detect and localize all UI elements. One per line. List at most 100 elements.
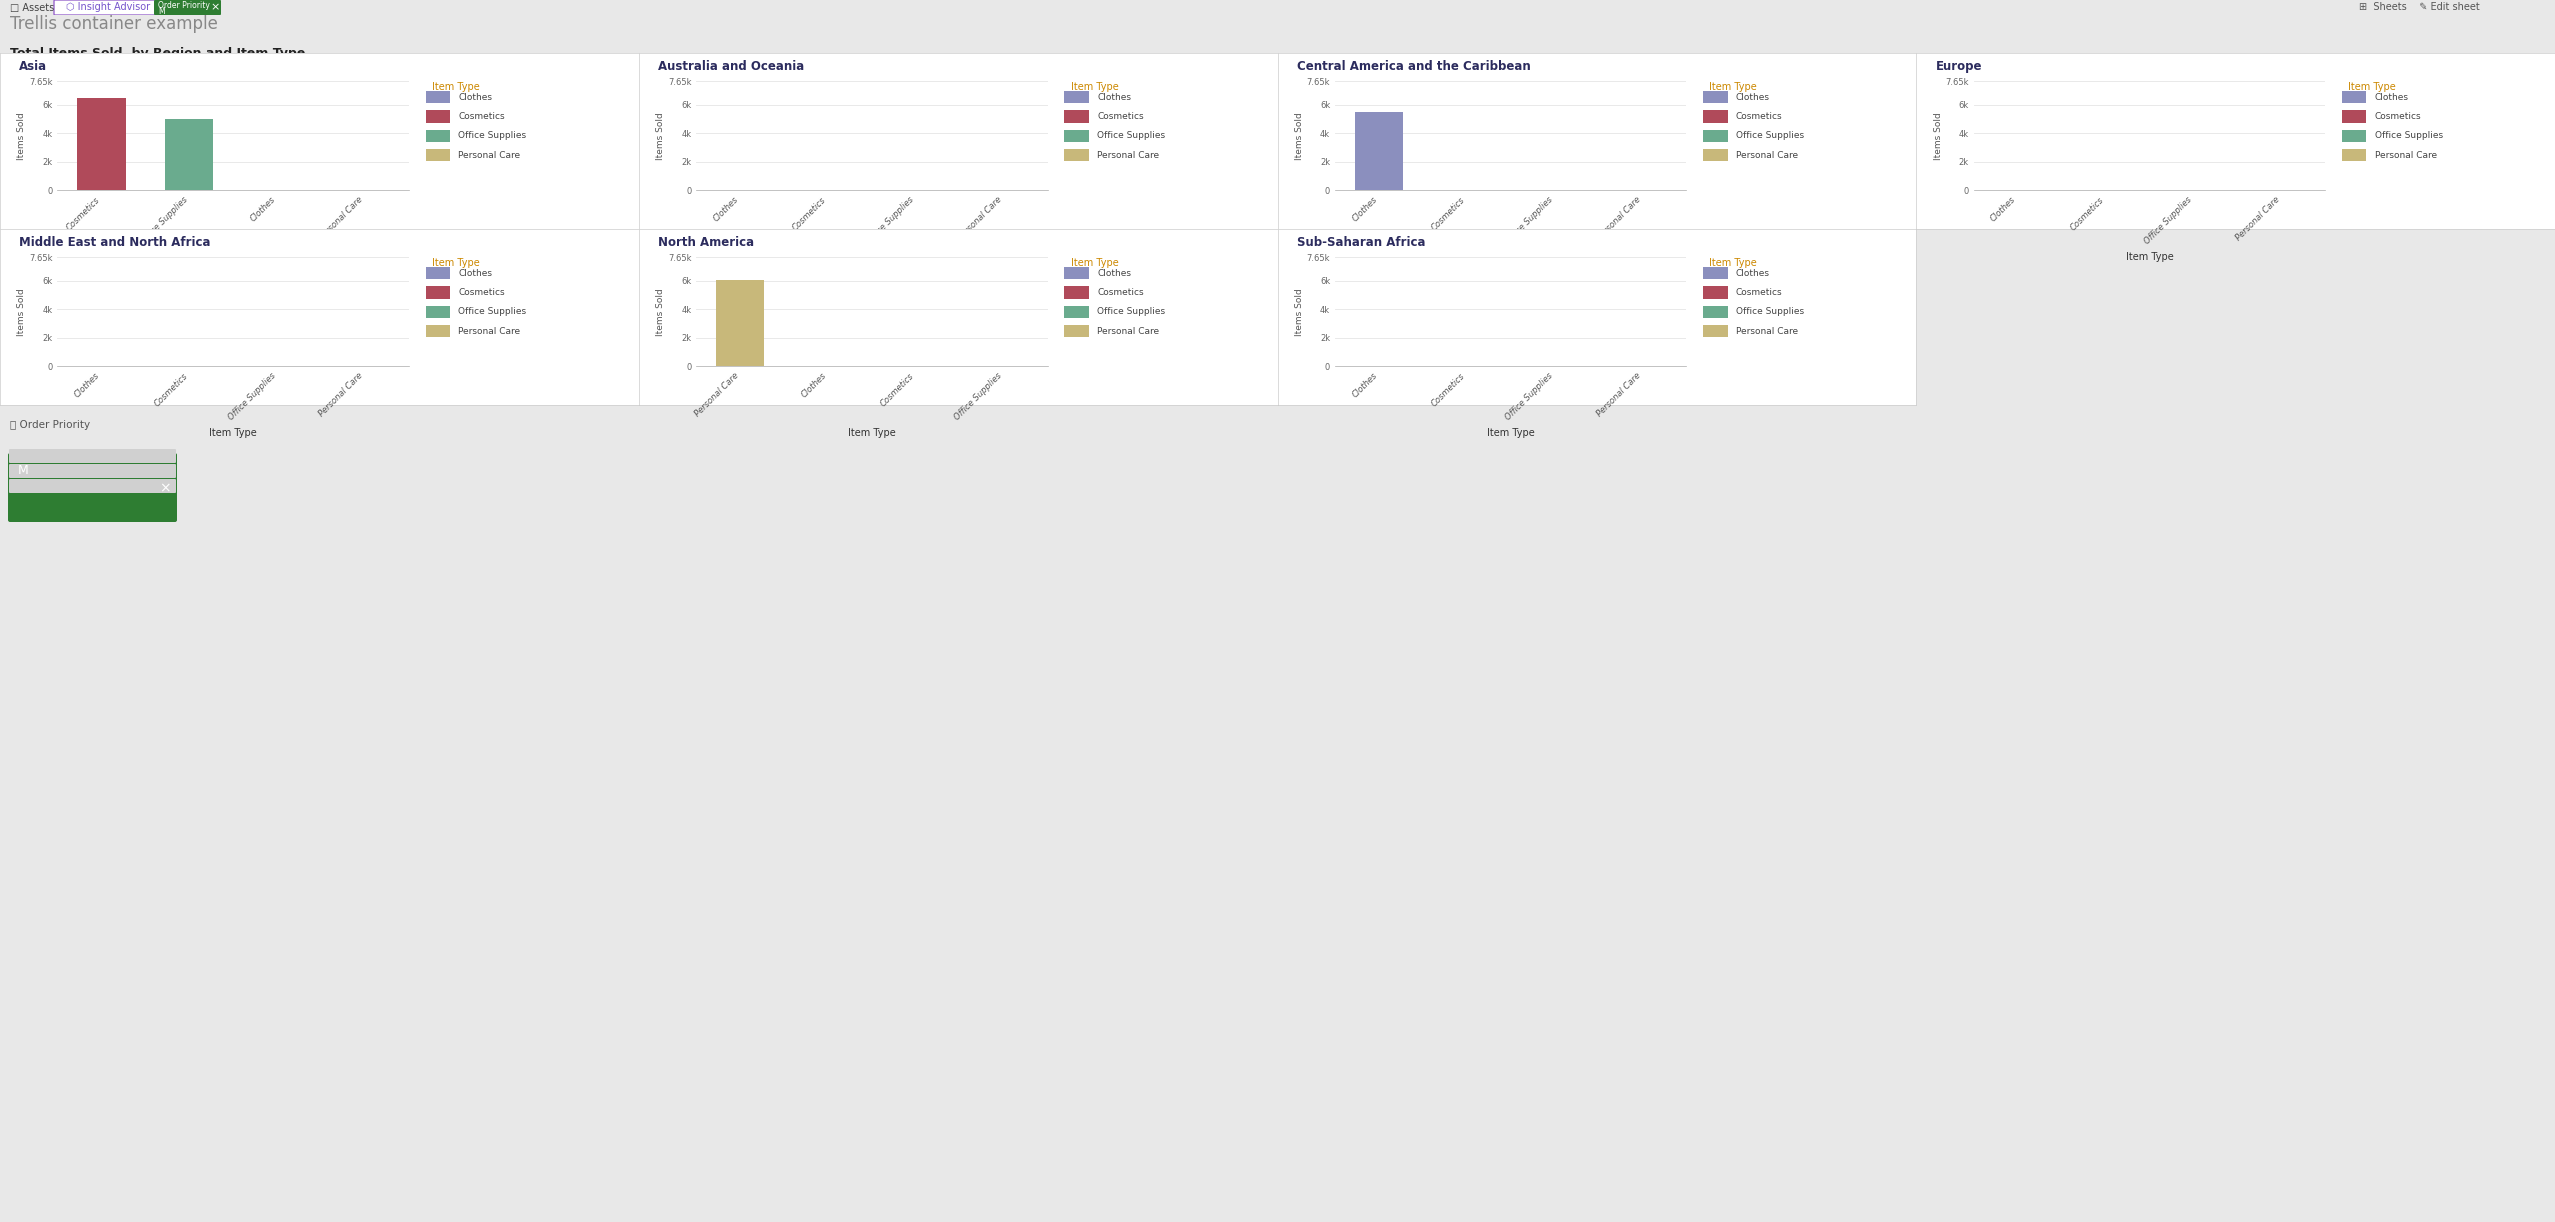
- FancyBboxPatch shape: [1065, 130, 1088, 142]
- FancyBboxPatch shape: [427, 90, 450, 103]
- Text: ×: ×: [158, 481, 171, 495]
- FancyBboxPatch shape: [2343, 130, 2366, 142]
- Text: Office Supplies: Office Supplies: [1096, 307, 1165, 316]
- Text: Cosmetics: Cosmetics: [2374, 112, 2422, 121]
- FancyBboxPatch shape: [1065, 110, 1088, 122]
- Text: Sub-Saharan Africa: Sub-Saharan Africa: [1295, 236, 1426, 249]
- Text: □ Assets: □ Assets: [10, 2, 54, 12]
- FancyBboxPatch shape: [1704, 149, 1727, 161]
- Text: Cosmetics: Cosmetics: [1735, 288, 1783, 297]
- FancyBboxPatch shape: [427, 325, 450, 337]
- FancyBboxPatch shape: [1065, 149, 1088, 161]
- FancyBboxPatch shape: [427, 149, 450, 161]
- Text: M: M: [18, 463, 28, 477]
- Text: Item Type: Item Type: [432, 82, 480, 92]
- Text: 🔍 Order Priority: 🔍 Order Priority: [10, 420, 89, 430]
- Y-axis label: Items Sold: Items Sold: [657, 288, 664, 336]
- Text: Office Supplies: Office Supplies: [1096, 131, 1165, 141]
- X-axis label: Item Type: Item Type: [848, 252, 897, 262]
- Text: Clothes: Clothes: [1735, 269, 1771, 277]
- Text: Personal Care: Personal Care: [1735, 150, 1799, 160]
- FancyBboxPatch shape: [1065, 286, 1088, 298]
- Text: Cosmetics: Cosmetics: [1735, 112, 1783, 121]
- FancyBboxPatch shape: [427, 130, 450, 142]
- X-axis label: Item Type: Item Type: [1487, 252, 1536, 262]
- FancyBboxPatch shape: [2343, 110, 2366, 122]
- Text: Item Type: Item Type: [1709, 82, 1758, 92]
- Y-axis label: Items Sold: Items Sold: [657, 112, 664, 160]
- Text: Cosmetics: Cosmetics: [1096, 288, 1145, 297]
- FancyBboxPatch shape: [1704, 90, 1727, 103]
- Text: Clothes: Clothes: [2374, 93, 2409, 101]
- Y-axis label: Items Sold: Items Sold: [1934, 112, 1942, 160]
- FancyBboxPatch shape: [1065, 306, 1088, 318]
- Text: ×: ×: [210, 2, 220, 12]
- Text: Personal Care: Personal Care: [1735, 326, 1799, 336]
- FancyBboxPatch shape: [10, 479, 176, 492]
- FancyBboxPatch shape: [1065, 266, 1088, 279]
- Text: Clothes: Clothes: [1096, 93, 1132, 101]
- Text: Europe: Europe: [1937, 60, 1983, 73]
- Text: Item Type: Item Type: [432, 258, 480, 268]
- Text: Clothes: Clothes: [457, 269, 493, 277]
- FancyBboxPatch shape: [10, 464, 176, 478]
- Text: Total Items Sold, by Region and Item Type: Total Items Sold, by Region and Item Typ…: [10, 46, 307, 60]
- Text: Item Type: Item Type: [1709, 258, 1758, 268]
- FancyBboxPatch shape: [1704, 110, 1727, 122]
- Text: Trellis container example: Trellis container example: [10, 15, 217, 33]
- Text: Office Supplies: Office Supplies: [2374, 131, 2443, 141]
- Bar: [77, 98, 125, 191]
- FancyBboxPatch shape: [427, 306, 450, 318]
- FancyBboxPatch shape: [2343, 149, 2366, 161]
- FancyBboxPatch shape: [1704, 325, 1727, 337]
- FancyBboxPatch shape: [1065, 325, 1088, 337]
- X-axis label: Item Type: Item Type: [210, 428, 258, 437]
- FancyBboxPatch shape: [1704, 130, 1727, 142]
- Text: Asia: Asia: [20, 60, 49, 73]
- Text: Cosmetics: Cosmetics: [457, 288, 506, 297]
- Text: M: M: [158, 6, 164, 16]
- Text: Office Supplies: Office Supplies: [457, 131, 526, 141]
- FancyBboxPatch shape: [1704, 266, 1727, 279]
- Bar: [1354, 112, 1403, 191]
- FancyBboxPatch shape: [153, 0, 220, 15]
- Text: Cosmetics: Cosmetics: [1096, 112, 1145, 121]
- Text: North America: North America: [659, 236, 754, 249]
- Text: Central America and the Caribbean: Central America and the Caribbean: [1295, 60, 1530, 73]
- Y-axis label: Items Sold: Items Sold: [18, 112, 26, 160]
- X-axis label: Item Type: Item Type: [210, 252, 258, 262]
- Text: Office Supplies: Office Supplies: [457, 307, 526, 316]
- FancyBboxPatch shape: [1704, 286, 1727, 298]
- Text: Personal Care: Personal Care: [457, 150, 521, 160]
- FancyBboxPatch shape: [2343, 90, 2366, 103]
- Text: Cosmetics: Cosmetics: [457, 112, 506, 121]
- FancyBboxPatch shape: [54, 0, 161, 15]
- Text: Order Priority: Order Priority: [158, 0, 210, 10]
- Text: Clothes: Clothes: [1735, 93, 1771, 101]
- Text: Clothes: Clothes: [1096, 269, 1132, 277]
- X-axis label: Item Type: Item Type: [848, 428, 897, 437]
- FancyBboxPatch shape: [10, 448, 176, 463]
- FancyBboxPatch shape: [427, 110, 450, 122]
- Text: Australia and Oceania: Australia and Oceania: [659, 60, 805, 73]
- Text: Personal Care: Personal Care: [457, 326, 521, 336]
- Bar: [715, 280, 764, 367]
- Text: ⊞  Sheets    ✎ Edit sheet: ⊞ Sheets ✎ Edit sheet: [2358, 2, 2481, 12]
- FancyBboxPatch shape: [427, 286, 450, 298]
- Text: ⬡ Insight Advisor: ⬡ Insight Advisor: [66, 2, 151, 12]
- X-axis label: Item Type: Item Type: [2126, 252, 2174, 262]
- Text: Item Type: Item Type: [1071, 82, 1119, 92]
- Y-axis label: Items Sold: Items Sold: [1295, 288, 1303, 336]
- Y-axis label: Items Sold: Items Sold: [1295, 112, 1303, 160]
- Bar: [166, 119, 215, 191]
- FancyBboxPatch shape: [1704, 306, 1727, 318]
- FancyBboxPatch shape: [8, 453, 176, 522]
- Y-axis label: Items Sold: Items Sold: [18, 288, 26, 336]
- Text: Item Type: Item Type: [2348, 82, 2397, 92]
- Text: Office Supplies: Office Supplies: [1735, 307, 1804, 316]
- Text: Item Type: Item Type: [1071, 258, 1119, 268]
- Text: Personal Care: Personal Care: [2374, 150, 2437, 160]
- Text: Clothes: Clothes: [457, 93, 493, 101]
- X-axis label: Item Type: Item Type: [1487, 428, 1536, 437]
- FancyBboxPatch shape: [427, 266, 450, 279]
